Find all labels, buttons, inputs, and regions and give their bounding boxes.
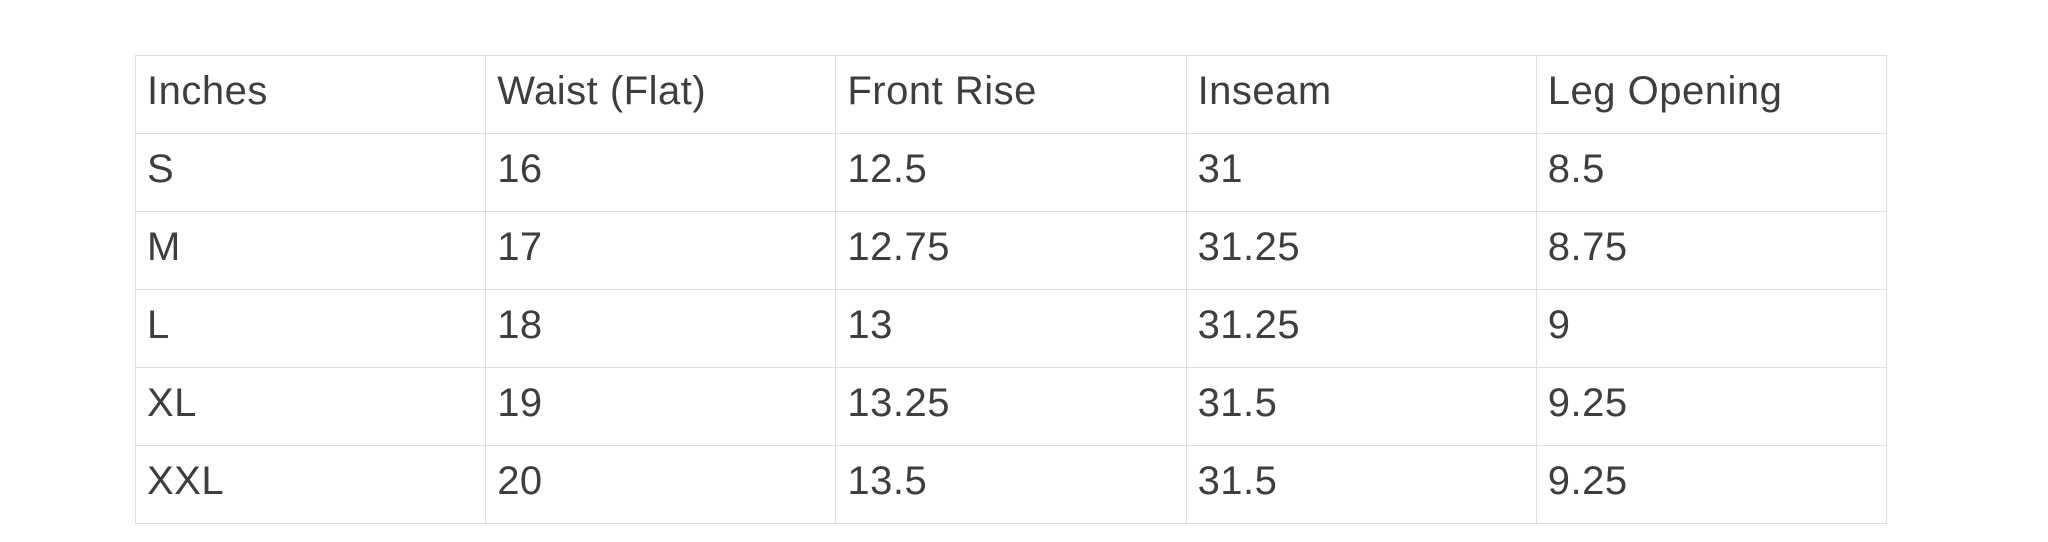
table-row-s: S 16 12.5 31 8.5 (134, 133, 1888, 212)
cell-waist-value: 19 (485, 367, 837, 446)
cell-waist-value: 18 (485, 289, 837, 368)
size-chart-table: Inches Waist (Flat) Front Rise Inseam Le… (134, 55, 1888, 524)
cell-inseam-value: 31.25 (1185, 211, 1537, 290)
cell-waist-value: 17 (485, 211, 837, 290)
cell-inseam-value: 31.5 (1185, 367, 1537, 446)
cell-front-rise-value: 12.5 (835, 133, 1187, 212)
header-row: Inches Waist (Flat) Front Rise Inseam Le… (134, 55, 1888, 134)
cell-waist-value: 20 (485, 445, 837, 524)
cell-size-label: L (134, 289, 487, 368)
cell-leg-opening-value: 8.5 (1535, 133, 1888, 212)
cell-front-rise-value: 12.75 (835, 211, 1187, 290)
cell-leg-opening-value: 9.25 (1535, 445, 1888, 524)
size-chart-container: Inches Waist (Flat) Front Rise Inseam Le… (134, 55, 1888, 524)
column-header-front-rise: Front Rise (835, 55, 1187, 134)
cell-size-label: S (134, 133, 487, 212)
cell-size-label: M (134, 211, 487, 290)
cell-size-label: XL (134, 367, 487, 446)
cell-front-rise-value: 13 (835, 289, 1187, 368)
cell-front-rise-value: 13.25 (835, 367, 1187, 446)
table-row-l: L 18 13 31.25 9 (134, 289, 1888, 368)
cell-inseam-value: 31.25 (1185, 289, 1537, 368)
column-header-leg-opening: Leg Opening (1535, 55, 1888, 134)
column-header-inseam: Inseam (1185, 55, 1537, 134)
column-header-waist-flat: Waist (Flat) (485, 55, 837, 134)
cell-front-rise-value: 13.5 (835, 445, 1187, 524)
cell-leg-opening-value: 9 (1535, 289, 1888, 368)
cell-leg-opening-value: 9.25 (1535, 367, 1888, 446)
column-header-size-unit: Inches (134, 55, 487, 134)
cell-size-label: XXL (134, 445, 487, 524)
cell-inseam-value: 31.5 (1185, 445, 1537, 524)
table-row-m: M 17 12.75 31.25 8.75 (134, 211, 1888, 290)
cell-waist-value: 16 (485, 133, 837, 212)
cell-inseam-value: 31 (1185, 133, 1537, 212)
cell-leg-opening-value: 8.75 (1535, 211, 1888, 290)
table-row-xl: XL 19 13.25 31.5 9.25 (134, 367, 1888, 446)
table-row-xxl: XXL 20 13.5 31.5 9.25 (134, 445, 1888, 524)
